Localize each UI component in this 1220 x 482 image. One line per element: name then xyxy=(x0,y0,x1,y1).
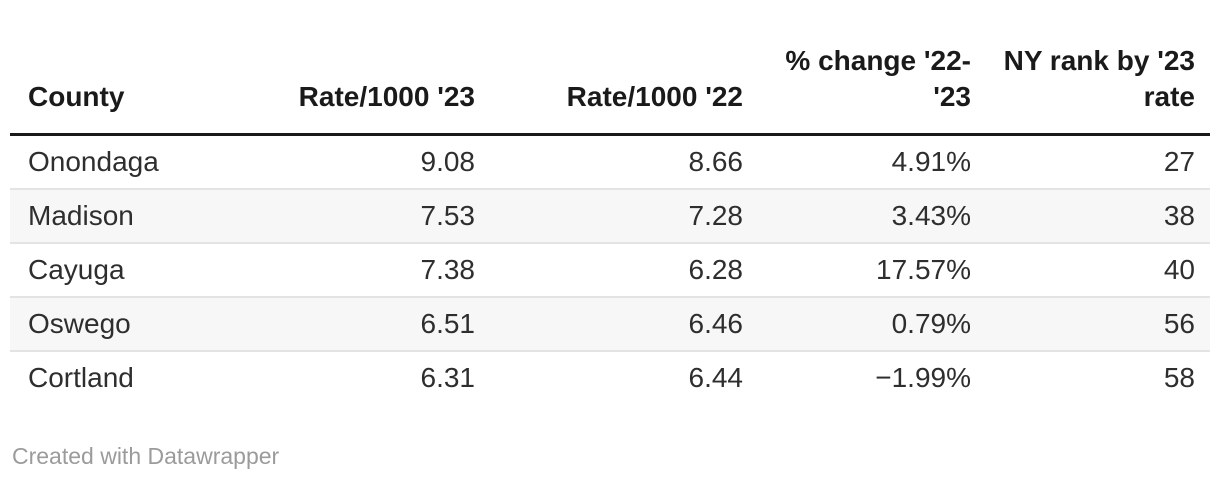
rate-2023-cell: 6.31 xyxy=(230,350,490,404)
table-row-cortland: Cortland 6.31 6.44 −1.99% 58 xyxy=(10,350,1210,404)
pct-change-cell: −1.99% xyxy=(758,350,986,404)
datawrapper-credit-link[interactable]: Created with Datawrapper xyxy=(12,443,280,469)
col-header-rate-2022: Rate/1000 '22 xyxy=(490,0,758,136)
rate-2023-cell: 9.08 xyxy=(420,146,476,177)
rate-2022-cell: 6.46 xyxy=(490,296,758,351)
rate-2022-cell: 7.28 xyxy=(490,188,758,243)
county-cell: Cayuga xyxy=(10,242,230,297)
ny-rank-cell: 27 xyxy=(1163,146,1195,177)
pct-change-cell: 17.57% xyxy=(758,242,986,297)
ny-rank-cell: 38 xyxy=(986,188,1210,243)
rate-2023-cell: 6.51 xyxy=(230,296,490,351)
col-header-ny-rank: NY rank by '23 rate xyxy=(986,0,1210,136)
county-cell: Madison xyxy=(10,188,230,243)
rate-2022-cell: 8.66 xyxy=(688,146,744,177)
county-cell: Cortland xyxy=(10,350,230,404)
header-row: County Rate/1000 '23 Rate/1000 '22 % cha… xyxy=(10,0,1210,136)
col-header-county: County xyxy=(10,0,230,136)
county-cell: Onondaga xyxy=(28,146,159,177)
rate-2023-cell: 7.38 xyxy=(230,242,490,297)
county-rates-table: County Rate/1000 '23 Rate/1000 '22 % cha… xyxy=(10,0,1210,404)
county-cell: Oswego xyxy=(10,296,230,351)
footer: Created with Datawrapper xyxy=(12,442,1210,470)
pct-change-cell: 4.91% xyxy=(891,146,971,177)
rate-2022-cell: 6.28 xyxy=(490,242,758,297)
ny-rank-cell: 58 xyxy=(986,350,1210,404)
table-row-madison: Madison 7.53 7.28 3.43% 38 xyxy=(10,188,1210,243)
pct-change-cell: 3.43% xyxy=(758,188,986,243)
ny-rank-cell: 40 xyxy=(986,242,1210,297)
table-body: Onondaga 9.08 8.66 4.91% 27 Madison 7.53… xyxy=(10,135,1210,404)
table-row-cayuga: Cayuga 7.38 6.28 17.57% 40 xyxy=(10,242,1210,297)
col-header-rate-2023: Rate/1000 '23 xyxy=(230,0,490,136)
rate-2022-cell: 6.44 xyxy=(490,350,758,404)
chart-container: County Rate/1000 '23 Rate/1000 '22 % cha… xyxy=(10,0,1210,470)
table-row-onondaga: Onondaga 9.08 8.66 4.91% 27 xyxy=(10,135,1210,190)
col-header-pct-change: % change '22-'23 xyxy=(758,0,986,136)
rate-2023-cell: 7.53 xyxy=(230,188,490,243)
pct-change-cell: 0.79% xyxy=(758,296,986,351)
table-header: County Rate/1000 '23 Rate/1000 '22 % cha… xyxy=(10,0,1210,136)
ny-rank-cell: 56 xyxy=(986,296,1210,351)
table-row-oswego: Oswego 6.51 6.46 0.79% 56 xyxy=(10,296,1210,351)
